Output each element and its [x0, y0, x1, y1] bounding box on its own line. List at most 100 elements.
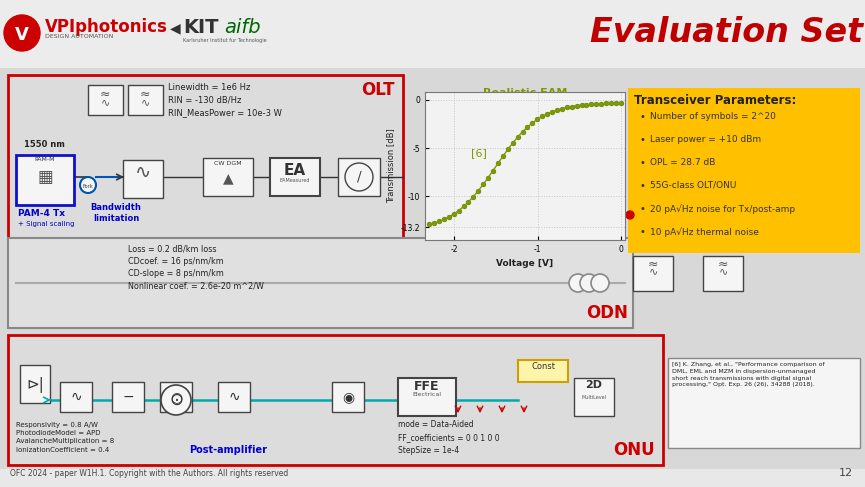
- Circle shape: [569, 274, 587, 292]
- Text: EA: EA: [284, 163, 306, 178]
- Bar: [0, 0, 865, 68]
- FancyBboxPatch shape: [332, 382, 364, 412]
- Text: ≈: ≈: [140, 88, 151, 101]
- Text: Electrical: Electrical: [413, 392, 441, 397]
- Text: ⊳|: ⊳|: [26, 377, 44, 393]
- Circle shape: [80, 177, 96, 193]
- FancyBboxPatch shape: [60, 382, 92, 412]
- Text: FFE: FFE: [414, 380, 439, 393]
- FancyBboxPatch shape: [8, 75, 403, 300]
- Text: OLT: OLT: [362, 81, 395, 99]
- Text: •: •: [639, 158, 645, 168]
- FancyBboxPatch shape: [703, 256, 743, 291]
- Text: 12: 12: [839, 468, 853, 478]
- Text: Bandwidth
limitation: Bandwidth limitation: [91, 203, 142, 223]
- Text: ∿: ∿: [135, 163, 151, 182]
- Bar: [0, 68, 865, 469]
- Text: VPIphotonics: VPIphotonics: [45, 18, 168, 36]
- FancyBboxPatch shape: [88, 85, 123, 115]
- Circle shape: [161, 385, 191, 415]
- Circle shape: [580, 274, 598, 292]
- Text: Karlsruher Institut fur Technologie: Karlsruher Institut fur Technologie: [183, 38, 266, 43]
- FancyBboxPatch shape: [668, 358, 860, 448]
- FancyBboxPatch shape: [338, 158, 380, 196]
- Text: [6]: [6]: [471, 148, 487, 158]
- Text: •: •: [639, 135, 645, 145]
- Text: ◉: ◉: [342, 390, 354, 404]
- Text: [6] K. Zhang, et al., "Performance comparison of
DML, EML and MZM in dispersion-: [6] K. Zhang, et al., "Performance compa…: [672, 362, 824, 387]
- Circle shape: [4, 15, 40, 51]
- Bar: [0, 469, 865, 487]
- Text: CW DGM: CW DGM: [215, 161, 242, 166]
- Text: ≈: ≈: [648, 258, 658, 271]
- Text: PAM-M: PAM-M: [35, 157, 55, 162]
- FancyBboxPatch shape: [398, 378, 456, 416]
- Text: 20 pA√Hz noise for Tx/post-amp: 20 pA√Hz noise for Tx/post-amp: [650, 204, 795, 214]
- Text: Linewidth = 1e6 Hz
RIN = -130 dB/Hz
RIN_MeasPower = 10e-3 W: Linewidth = 1e6 Hz RIN = -130 dB/Hz RIN_…: [168, 83, 282, 117]
- FancyBboxPatch shape: [16, 155, 74, 205]
- FancyBboxPatch shape: [633, 256, 673, 291]
- Text: DESIGN AUTOMATION: DESIGN AUTOMATION: [45, 34, 113, 39]
- Text: V: V: [15, 26, 29, 44]
- FancyBboxPatch shape: [20, 365, 50, 403]
- Text: EAMeasured: EAMeasured: [279, 178, 311, 183]
- Text: ◀: ◀: [170, 21, 181, 35]
- Text: ONU: ONU: [613, 441, 655, 459]
- Text: ≈: ≈: [718, 258, 728, 271]
- Text: Post-amplifier: Post-amplifier: [189, 445, 267, 455]
- Text: ∿: ∿: [100, 97, 110, 107]
- Text: −: −: [122, 390, 134, 404]
- FancyBboxPatch shape: [8, 335, 663, 465]
- Text: •: •: [639, 181, 645, 191]
- Text: 10 pA√Hz thermal noise: 10 pA√Hz thermal noise: [650, 227, 759, 237]
- Text: 1550 nm: 1550 nm: [24, 140, 65, 149]
- Text: KIT: KIT: [183, 18, 219, 37]
- Text: Responsivity = 0.8 A/W
PhotodiodeModel = APD
AvalancheMultiplication = 8
Ionizat: Responsivity = 0.8 A/W PhotodiodeModel =…: [16, 422, 114, 453]
- Text: Realistic EAM
transmission characteristic: Realistic EAM transmission characteristi…: [440, 88, 610, 111]
- FancyBboxPatch shape: [218, 382, 250, 412]
- Text: aifb: aifb: [224, 18, 260, 37]
- Text: Const: Const: [531, 362, 555, 371]
- FancyBboxPatch shape: [8, 238, 633, 328]
- FancyBboxPatch shape: [160, 382, 192, 412]
- Text: + Signal scaling: + Signal scaling: [18, 221, 74, 227]
- Text: Evaluation Setup: Evaluation Setup: [590, 16, 865, 49]
- Text: 55G-class OLT/ONU: 55G-class OLT/ONU: [650, 181, 736, 190]
- Text: •: •: [639, 112, 645, 122]
- Text: Loss = 0.2 dB/km loss
CDcoef. = 16 ps/nm/km
CD-slope = 8 ps/nm/km
Nonlinear coef: Loss = 0.2 dB/km loss CDcoef. = 16 ps/nm…: [128, 244, 264, 291]
- Text: /: /: [356, 170, 362, 184]
- Text: ODN: ODN: [586, 304, 628, 322]
- FancyBboxPatch shape: [574, 378, 614, 416]
- Circle shape: [345, 163, 373, 191]
- Text: Fork: Fork: [83, 184, 93, 188]
- Text: ○: ○: [170, 390, 182, 404]
- X-axis label: Voltage [V]: Voltage [V]: [497, 260, 554, 268]
- FancyBboxPatch shape: [270, 158, 320, 196]
- Circle shape: [626, 211, 634, 219]
- Text: ∿: ∿: [70, 390, 82, 404]
- Text: ∿: ∿: [648, 266, 657, 276]
- Text: ∿: ∿: [228, 390, 240, 404]
- Text: •: •: [639, 204, 645, 214]
- FancyBboxPatch shape: [112, 382, 144, 412]
- FancyBboxPatch shape: [628, 88, 860, 253]
- Text: Transceiver Parameters:: Transceiver Parameters:: [634, 94, 797, 107]
- Text: Laser power = +10 dBm: Laser power = +10 dBm: [650, 135, 761, 144]
- FancyBboxPatch shape: [518, 360, 568, 382]
- Text: ▲: ▲: [222, 171, 234, 185]
- Circle shape: [591, 274, 609, 292]
- FancyBboxPatch shape: [123, 160, 163, 198]
- Text: ∿: ∿: [718, 266, 727, 276]
- FancyBboxPatch shape: [128, 85, 163, 115]
- Bar: [628, 88, 860, 253]
- Text: OPL = 28.7 dB: OPL = 28.7 dB: [650, 158, 715, 167]
- Text: ▦: ▦: [37, 168, 53, 186]
- FancyBboxPatch shape: [203, 158, 253, 196]
- Text: mode = Data-Aided
FF_coefficients = 0 0 1 0 0
StepSize = 1e-4: mode = Data-Aided FF_coefficients = 0 0 …: [398, 420, 500, 455]
- Y-axis label: Transmission [dB]: Transmission [dB]: [386, 129, 395, 204]
- Text: OFC 2024 - paper W1H.1. Copyright with the Authors. All rights reserved: OFC 2024 - paper W1H.1. Copyright with t…: [10, 468, 288, 477]
- Text: Number of symbols = 2^20: Number of symbols = 2^20: [650, 112, 776, 121]
- Text: PAM-4 Tx: PAM-4 Tx: [18, 209, 65, 218]
- Text: ∿: ∿: [140, 97, 150, 107]
- Text: MultiLevel: MultiLevel: [581, 395, 606, 400]
